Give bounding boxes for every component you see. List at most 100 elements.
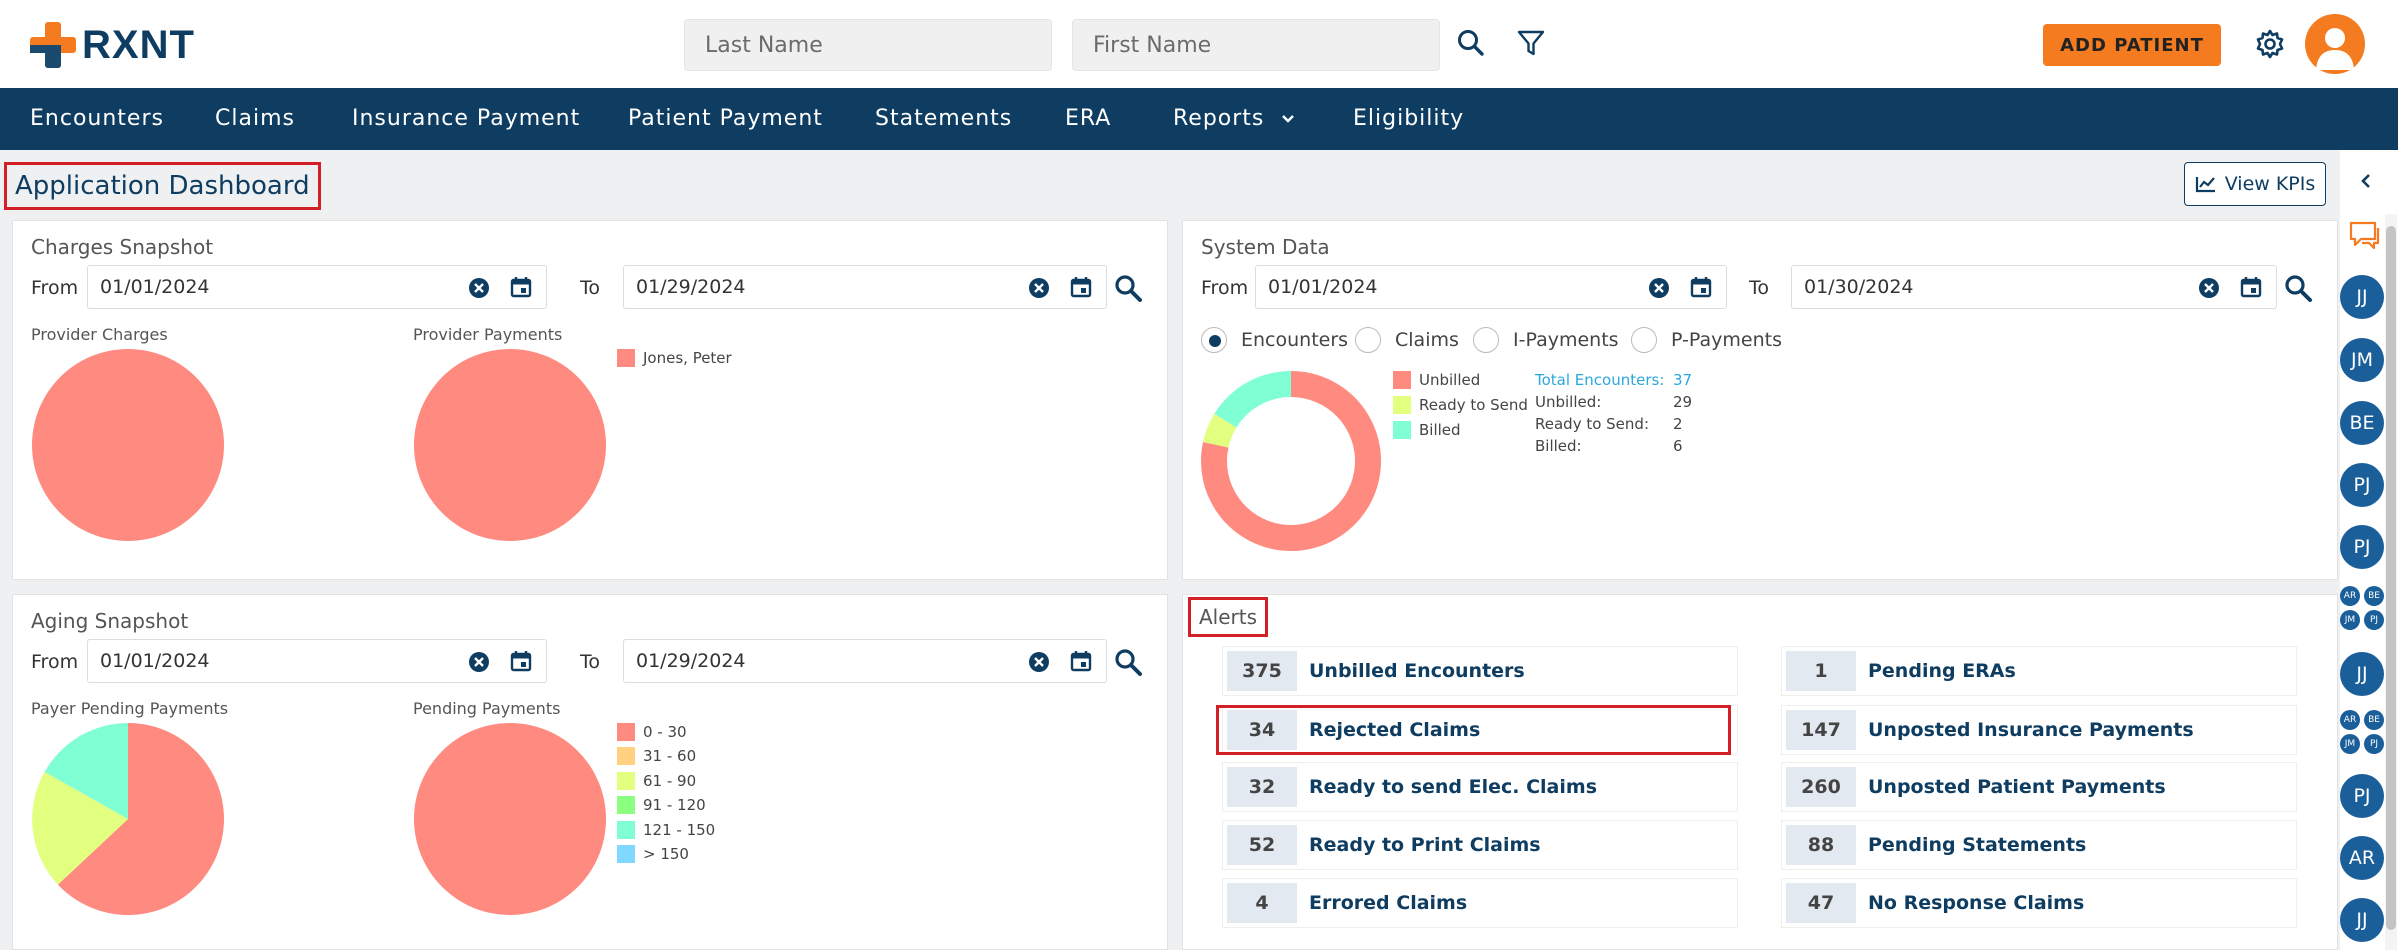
charges-to-date-field[interactable]: 01/29/2024	[623, 265, 1107, 309]
legend-label: 31 - 60	[643, 747, 697, 765]
rail-group-avatar[interactable]: BE	[2364, 586, 2384, 606]
clear-icon[interactable]	[1028, 651, 1050, 673]
system-to-date-field[interactable]: 01/30/2024	[1791, 265, 2277, 309]
search-icon[interactable]	[1113, 647, 1143, 677]
radio-claims[interactable]: Claims	[1355, 327, 1459, 353]
clear-icon[interactable]	[2198, 277, 2220, 299]
scrollbar-thumb[interactable]	[2386, 226, 2396, 930]
aging-from-date-field[interactable]: 01/01/2024	[87, 639, 547, 683]
rail-group-avatar[interactable]: AR	[2340, 710, 2360, 730]
aging-snapshot-title: Aging Snapshot	[31, 609, 189, 633]
chat-icon[interactable]	[2348, 220, 2382, 250]
calendar-icon[interactable]	[1690, 276, 1712, 298]
pie-slice	[57, 723, 224, 915]
alert-ready-to-send-elec-claims[interactable]: 32 Ready to send Elec. Claims	[1222, 762, 1738, 812]
alert-label: Pending ERAs	[1868, 660, 2016, 682]
legend-swatch	[617, 772, 635, 790]
calendar-icon[interactable]	[1070, 276, 1092, 298]
legend-label: Ready to Send	[1419, 396, 1528, 414]
total-encounters-label: Total Encounters:	[1535, 371, 1665, 389]
rail-avatar[interactable]: JJ	[2340, 275, 2384, 319]
rail-avatar[interactable]: BE	[2340, 401, 2384, 445]
alert-pending-statements[interactable]: 88 Pending Statements	[1781, 820, 2297, 870]
nav-item-patient-payment[interactable]: Patient Payment	[628, 106, 823, 131]
search-icon[interactable]	[2283, 273, 2313, 303]
radio-label: Encounters	[1241, 329, 1349, 351]
first-name-input[interactable]	[1072, 19, 1440, 71]
rail-avatar[interactable]: JJ	[2340, 652, 2384, 696]
rail-group-avatar[interactable]: PJ	[2364, 610, 2384, 630]
add-patient-button[interactable]: ADD PATIENT	[2043, 24, 2221, 66]
radio-icon	[1473, 327, 1499, 353]
calendar-icon[interactable]	[2240, 276, 2262, 298]
system-data-panel: System Data From 01/01/2024 To 01/30/202…	[1182, 220, 2338, 580]
radio-p-payments[interactable]: P-Payments	[1631, 327, 1782, 353]
nav-item-insurance-payment[interactable]: Insurance Payment	[352, 106, 581, 131]
rail-group-avatar[interactable]: PJ	[2364, 734, 2384, 754]
nav-item-encounters[interactable]: Encounters	[30, 106, 164, 131]
rail-group-avatar[interactable]: JM	[2340, 734, 2360, 754]
alert-ready-to-print-claims[interactable]: 52 Ready to Print Claims	[1222, 820, 1738, 870]
rail-avatar[interactable]: AR	[2340, 836, 2384, 880]
rail-avatar[interactable]: PJ	[2340, 525, 2384, 569]
legend-item: Ready to Send	[1393, 396, 1528, 414]
pie-slice	[44, 723, 128, 819]
rxnt-logo[interactable]: RXNT	[30, 22, 195, 68]
unbilled-label: Unbilled:	[1535, 393, 1602, 411]
alert-errored-claims[interactable]: 4 Errored Claims	[1222, 878, 1738, 928]
rail-group-avatar[interactable]: BE	[2364, 710, 2384, 730]
alert-unbilled-encounters[interactable]: 375 Unbilled Encounters	[1222, 646, 1738, 696]
system-from-date-field[interactable]: 01/01/2024	[1255, 265, 1727, 309]
user-avatar[interactable]	[2305, 14, 2365, 74]
alert-rejected-claims[interactable]: 34 Rejected Claims	[1222, 705, 1738, 755]
alert-count: 88	[1786, 825, 1856, 865]
alert-no-response-claims[interactable]: 47 No Response Claims	[1781, 878, 2297, 928]
rail-group-avatar[interactable]: AR	[2340, 586, 2360, 606]
legend-item: Billed	[1393, 421, 1461, 439]
clear-icon[interactable]	[468, 651, 490, 673]
total-encounters-value: 37	[1673, 371, 1693, 389]
alert-count: 375	[1227, 651, 1297, 691]
chevron-left-icon[interactable]	[2358, 172, 2374, 190]
clear-icon[interactable]	[1028, 277, 1050, 299]
aging-to-date-field[interactable]: 01/29/2024	[623, 639, 1107, 683]
chevron-down-icon	[1282, 115, 1295, 123]
radio-i-payments[interactable]: I-Payments	[1473, 327, 1619, 353]
view-kpis-button[interactable]: View KPIs	[2184, 162, 2326, 206]
calendar-icon[interactable]	[510, 276, 532, 298]
radio-encounters[interactable]: Encounters	[1201, 327, 1348, 353]
nav-item-statements[interactable]: Statements	[875, 106, 1013, 131]
search-icon[interactable]	[1113, 273, 1143, 303]
rail-group-avatar[interactable]: JM	[2340, 610, 2360, 630]
nav-item-claims[interactable]: Claims	[215, 106, 295, 131]
radio-label: I-Payments	[1513, 329, 1619, 351]
calendar-icon[interactable]	[1070, 650, 1092, 672]
rail-avatar[interactable]: PJ	[2340, 463, 2384, 507]
nav-item-reports[interactable]: Reports	[1173, 88, 1296, 150]
alert-unposted-insurance-payments[interactable]: 147 Unposted Insurance Payments	[1781, 705, 2297, 755]
clear-icon[interactable]	[468, 277, 490, 299]
calendar-icon[interactable]	[510, 650, 532, 672]
alert-pending-eras[interactable]: 1 Pending ERAs	[1781, 646, 2297, 696]
ready-to-send-value: 2	[1673, 415, 1683, 433]
provider-charges-label: Provider Charges	[31, 325, 168, 344]
rail-avatar[interactable]: PJ	[2340, 774, 2384, 818]
clear-icon[interactable]	[1648, 277, 1670, 299]
pie-slice	[414, 723, 606, 915]
filter-icon[interactable]	[1514, 26, 1548, 60]
legend-swatch	[1393, 421, 1411, 439]
rail-avatar[interactable]: JM	[2340, 338, 2384, 382]
last-name-input[interactable]	[684, 19, 1052, 71]
alert-label: Pending Statements	[1868, 834, 2087, 856]
alert-unposted-patient-payments[interactable]: 260 Unposted Patient Payments	[1781, 762, 2297, 812]
unbilled-value: 29	[1673, 393, 1693, 411]
rail-avatar[interactable]: JJ	[2340, 898, 2384, 942]
gear-icon[interactable]	[2254, 28, 2286, 60]
legend-item: 121 - 150	[617, 821, 715, 839]
nav-item-era[interactable]: ERA	[1065, 106, 1112, 131]
header: RXNT ADD PATIENT	[0, 0, 2398, 88]
nav-item-eligibility[interactable]: Eligibility	[1353, 106, 1465, 131]
legend-label: Unbilled	[1419, 371, 1481, 389]
search-icon[interactable]	[1454, 26, 1488, 60]
charges-from-date-field[interactable]: 01/01/2024	[87, 265, 547, 309]
